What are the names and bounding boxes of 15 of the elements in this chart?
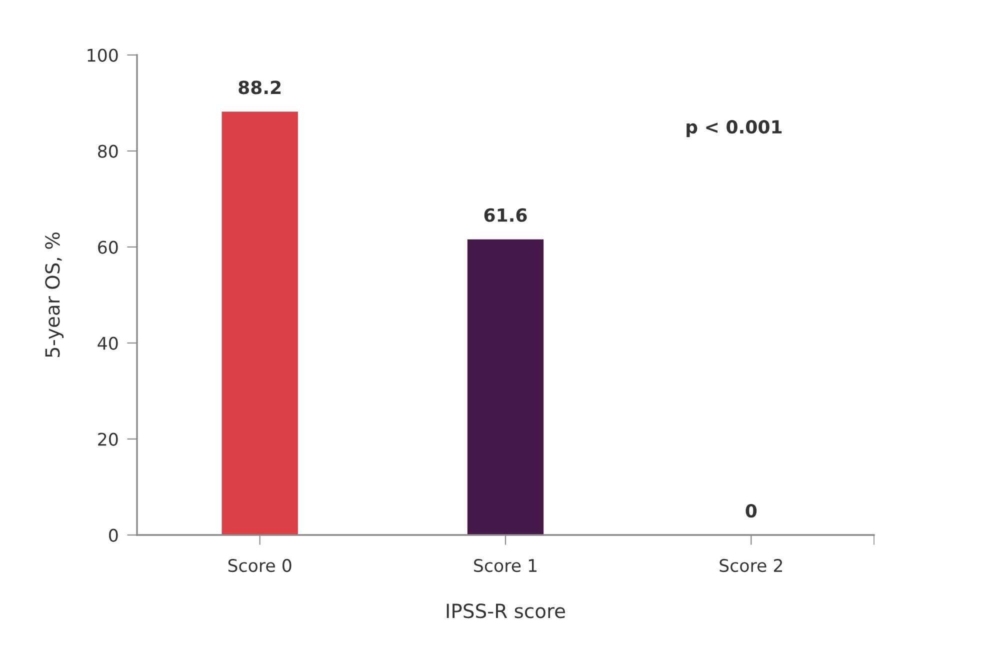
x-tick-label: Score 0	[228, 558, 292, 572]
y-tick-label: 40	[98, 336, 118, 350]
x-axis-title: IPSS-R score	[446, 604, 566, 618]
y-tick-label: 0	[109, 528, 118, 542]
x-tick-label: Score 2	[720, 558, 782, 572]
annotation: p < 0.001	[686, 120, 782, 138]
y-tick-label: 20	[98, 432, 118, 446]
x-tick-label: Score 1	[474, 558, 536, 572]
data-label: 61.6	[484, 208, 527, 222]
data-label: 0	[746, 504, 757, 518]
y-tick-label: 80	[98, 144, 118, 158]
y-tick-label: 60	[98, 240, 118, 254]
y-tick-label: 100	[88, 48, 118, 62]
y-axis-title: 5-year OS, %	[45, 232, 64, 358]
data-label: 88.2	[238, 80, 281, 94]
